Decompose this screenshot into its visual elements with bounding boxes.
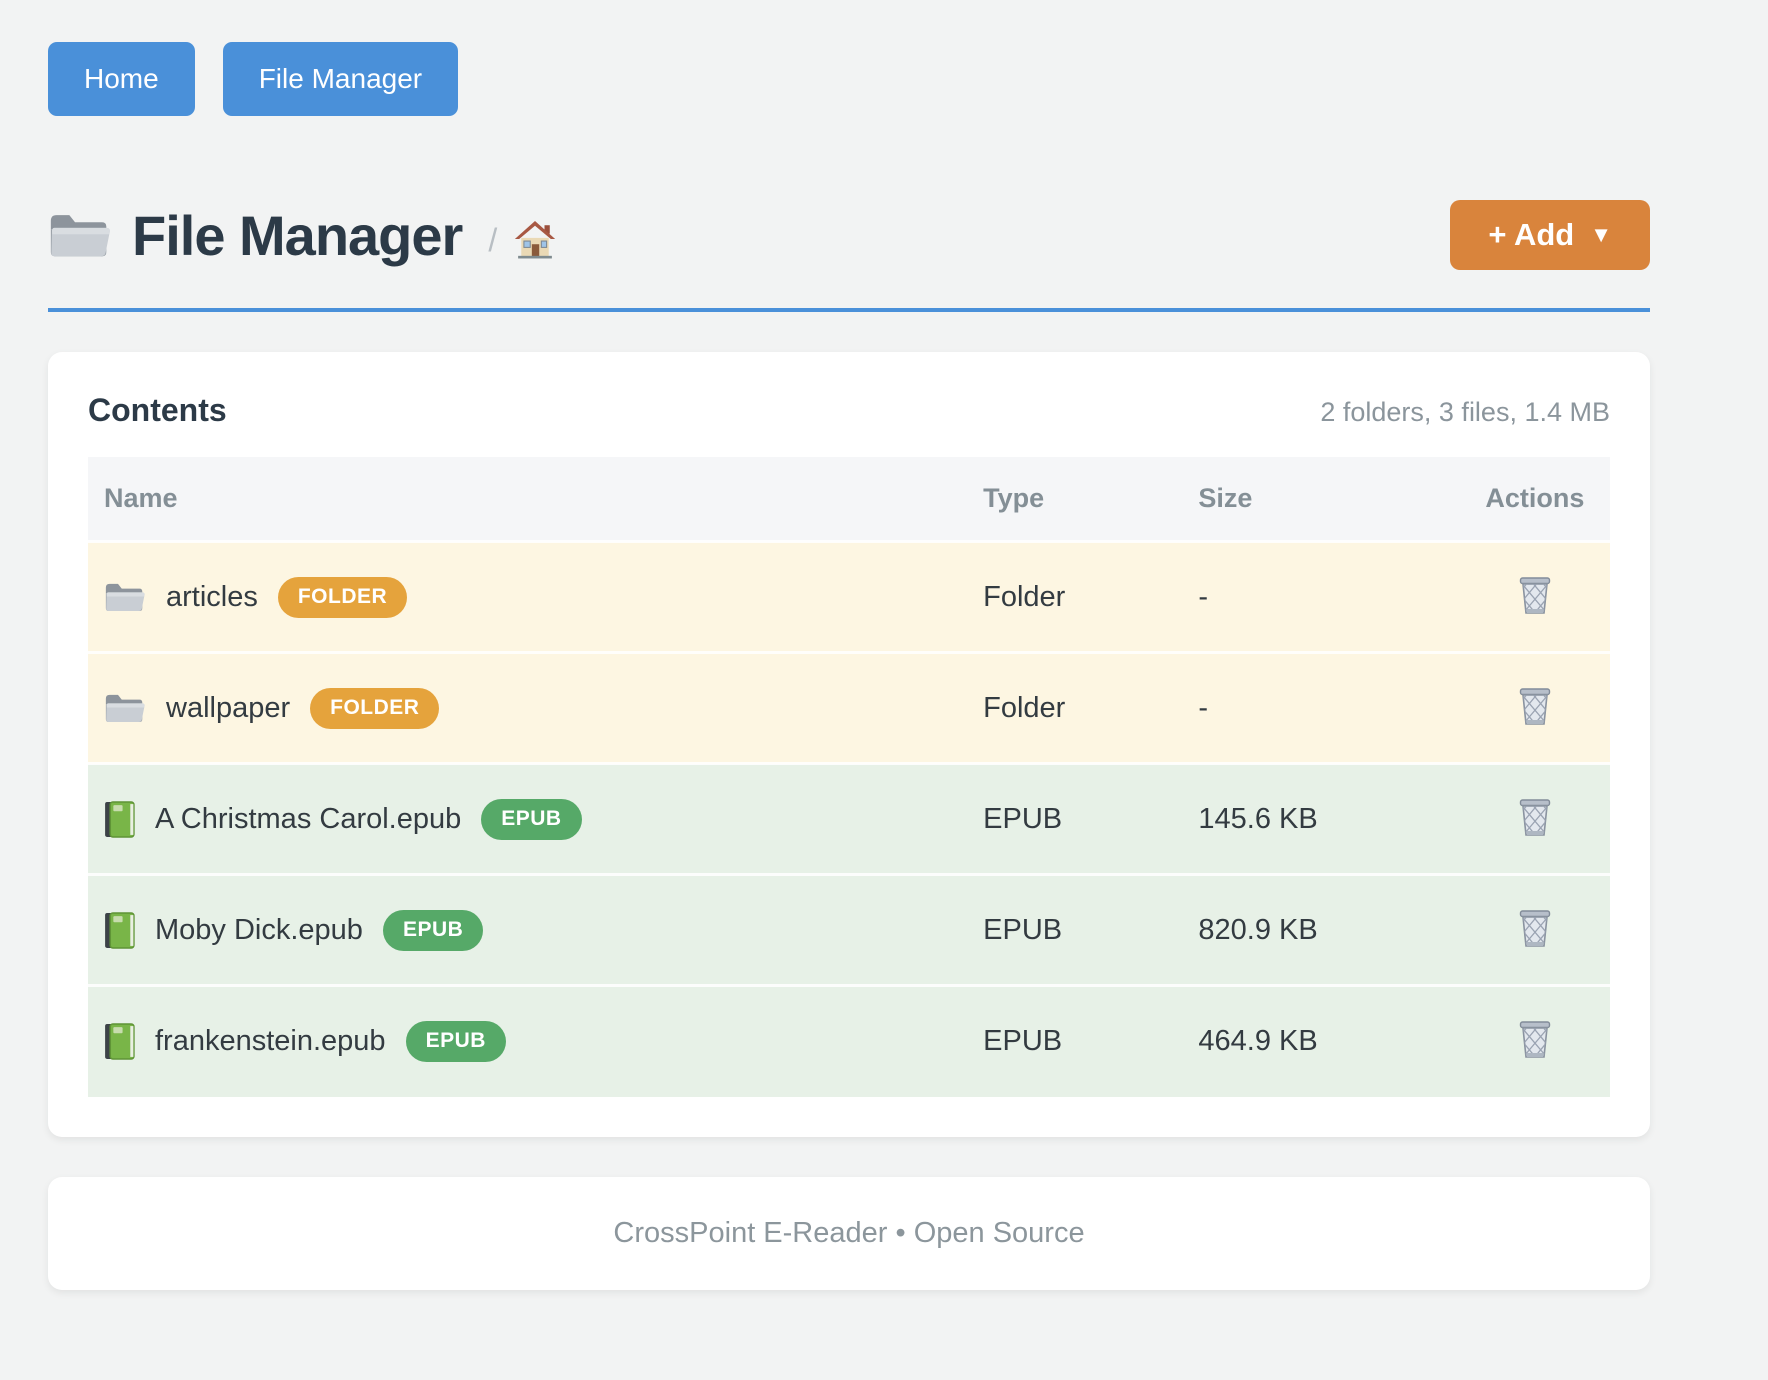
breadcrumb-separator: / bbox=[488, 221, 498, 258]
contents-card: Contents 2 folders, 3 files, 1.4 MB Name… bbox=[48, 352, 1650, 1137]
title-underline bbox=[48, 308, 1650, 312]
trash-icon bbox=[1517, 686, 1553, 727]
delete-button[interactable] bbox=[1513, 682, 1557, 734]
contents-summary: 2 folders, 3 files, 1.4 MB bbox=[1320, 397, 1610, 427]
house-icon[interactable] bbox=[515, 221, 556, 259]
contents-table: Name Type Size Actions articles FOLDER F… bbox=[88, 457, 1610, 1097]
size-cell: 145.6 KB bbox=[1198, 802, 1318, 835]
trash-icon bbox=[1517, 1019, 1553, 1060]
trash-icon bbox=[1517, 575, 1553, 616]
contents-card-header: Contents 2 folders, 3 files, 1.4 MB bbox=[88, 392, 1610, 429]
trash-icon bbox=[1517, 908, 1553, 949]
table-row[interactable]: A Christmas Carol.epub EPUB EPUB 145.6 K… bbox=[88, 763, 1610, 875]
home-button[interactable]: Home bbox=[48, 42, 195, 116]
contents-table-body: articles FOLDER Folder - wallpaper FOLDE… bbox=[88, 541, 1610, 1097]
folder-icon bbox=[50, 215, 110, 257]
delete-button[interactable] bbox=[1513, 1015, 1557, 1067]
delete-button[interactable] bbox=[1513, 904, 1557, 956]
type-badge: EPUB bbox=[382, 909, 484, 951]
green-book-icon bbox=[104, 911, 135, 949]
contents-heading: Contents bbox=[88, 392, 227, 428]
type-cell: EPUB bbox=[983, 1025, 1063, 1058]
column-header-name: Name bbox=[88, 457, 968, 542]
column-header-type: Type bbox=[967, 457, 1183, 542]
file-name-link[interactable]: wallpaper bbox=[166, 691, 291, 724]
file-manager-button[interactable]: File Manager bbox=[222, 42, 459, 116]
column-header-actions: Actions bbox=[1459, 457, 1610, 542]
top-nav: Home File Manager bbox=[48, 42, 1650, 116]
delete-button[interactable] bbox=[1513, 571, 1557, 623]
add-button-label: + Add bbox=[1488, 217, 1575, 252]
page-title: File Manager bbox=[132, 203, 463, 267]
column-header-size: Size bbox=[1182, 457, 1460, 542]
caret-down-icon: ▼ bbox=[1590, 222, 1612, 247]
size-cell: 820.9 KB bbox=[1198, 913, 1318, 946]
footer-card: CrossPoint E-Reader • Open Source bbox=[48, 1176, 1650, 1290]
type-badge: FOLDER bbox=[277, 576, 408, 618]
table-row[interactable]: wallpaper FOLDER Folder - bbox=[88, 652, 1610, 764]
folder-icon bbox=[105, 583, 145, 611]
type-badge: EPUB bbox=[481, 798, 582, 840]
file-name-link[interactable]: frankenstein.epub bbox=[155, 1025, 386, 1058]
table-row[interactable]: Moby Dick.epub EPUB EPUB 820.9 KB bbox=[88, 874, 1610, 986]
type-cell: EPUB bbox=[983, 802, 1063, 835]
type-cell: Folder bbox=[983, 580, 1066, 613]
table-row[interactable]: frankenstein.epub EPUB EPUB 464.9 KB bbox=[88, 985, 1610, 1097]
contents-table-head: Name Type Size Actions bbox=[88, 457, 1610, 542]
table-row[interactable]: articles FOLDER Folder - bbox=[88, 541, 1610, 653]
type-badge: EPUB bbox=[405, 1021, 506, 1063]
type-cell: Folder bbox=[983, 691, 1066, 724]
file-name-link[interactable]: articles bbox=[166, 580, 258, 613]
type-badge: FOLDER bbox=[310, 687, 440, 729]
title-group: File Manager / bbox=[48, 203, 1450, 268]
add-button[interactable]: + Add ▼ bbox=[1450, 200, 1650, 270]
footer-text: CrossPoint E-Reader • Open Source bbox=[613, 1216, 1085, 1249]
green-book-icon bbox=[104, 1023, 135, 1060]
green-book-icon bbox=[104, 800, 135, 838]
type-cell: EPUB bbox=[983, 913, 1063, 946]
delete-button[interactable] bbox=[1513, 793, 1557, 845]
file-name-link[interactable]: Moby Dick.epub bbox=[155, 913, 363, 946]
size-cell: - bbox=[1198, 691, 1209, 724]
file-name-link[interactable]: A Christmas Carol.epub bbox=[155, 802, 462, 835]
page-header: File Manager / + Add ▼ bbox=[48, 200, 1650, 270]
size-cell: 464.9 KB bbox=[1198, 1025, 1318, 1058]
folder-icon bbox=[105, 694, 145, 722]
size-cell: - bbox=[1198, 580, 1209, 613]
trash-icon bbox=[1517, 797, 1553, 838]
